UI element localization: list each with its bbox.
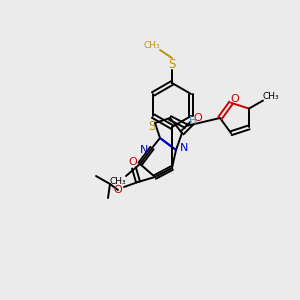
- Text: CH₃: CH₃: [144, 40, 160, 50]
- Text: O: O: [194, 113, 202, 123]
- Text: O: O: [114, 185, 122, 195]
- Text: CH₃: CH₃: [110, 178, 126, 187]
- Text: CH₃: CH₃: [262, 92, 279, 101]
- Text: O: O: [231, 94, 239, 104]
- Text: N: N: [140, 145, 148, 155]
- Text: N: N: [180, 143, 188, 153]
- Text: H: H: [189, 116, 197, 126]
- Text: O: O: [129, 157, 137, 167]
- Text: S: S: [168, 58, 176, 70]
- Text: S: S: [148, 119, 156, 133]
